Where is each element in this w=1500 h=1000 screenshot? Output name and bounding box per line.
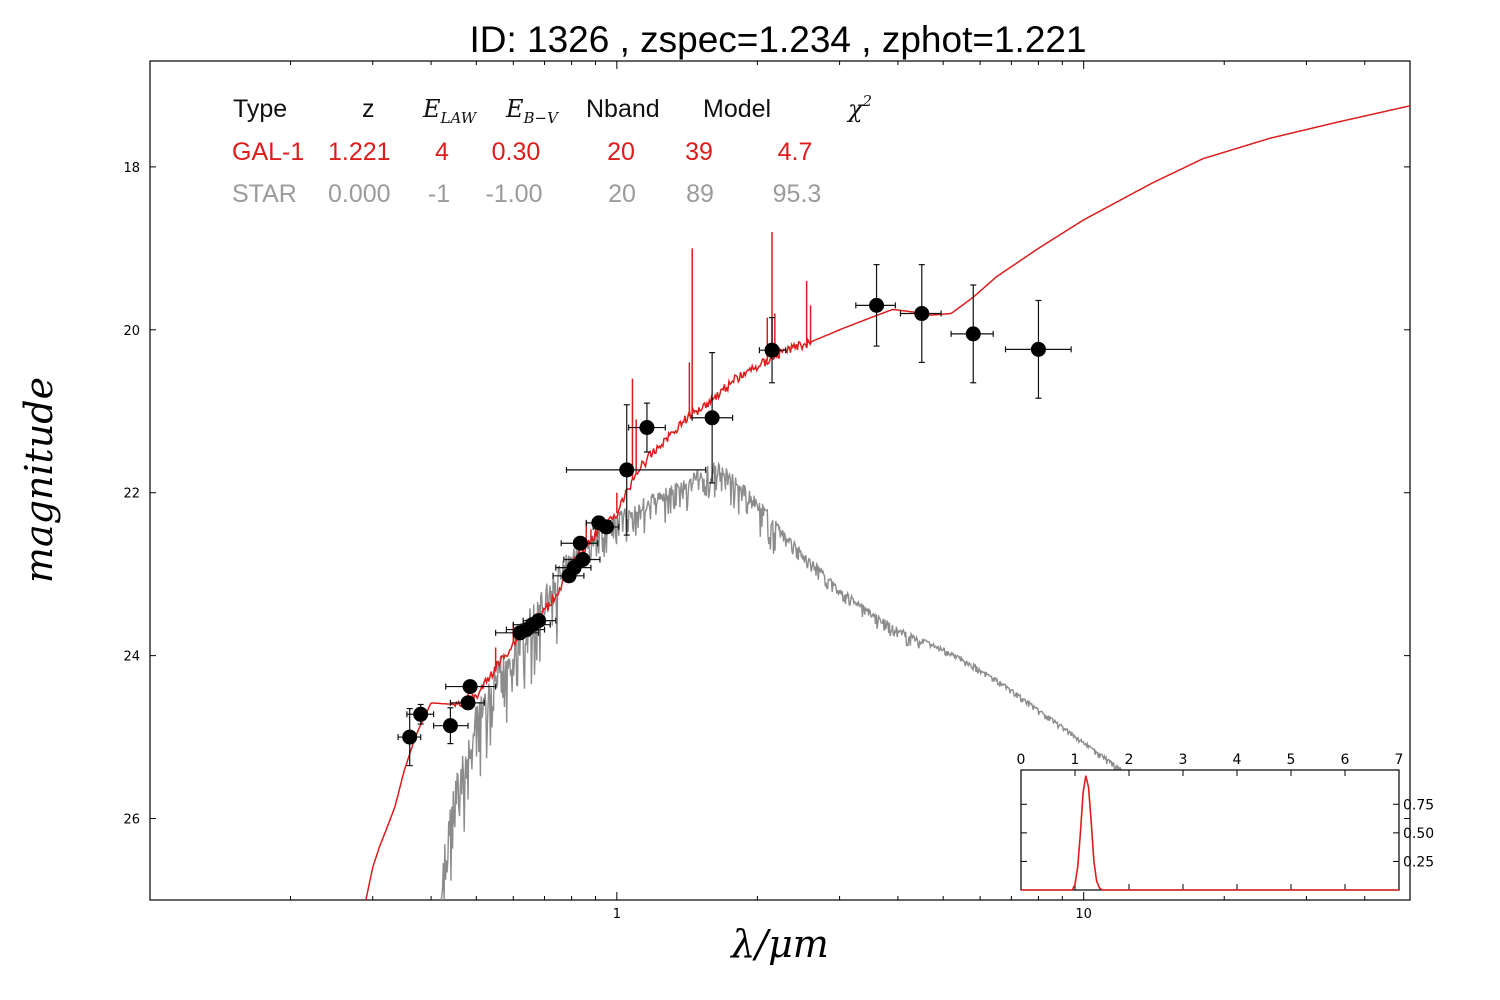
data-point — [965, 326, 981, 342]
photometry-point — [560, 535, 599, 551]
inset-x-tick-label: 1 — [1071, 752, 1080, 768]
row-e-law: -1 — [428, 180, 450, 208]
inset-y-tick-label: 0.75 — [1403, 797, 1434, 813]
data-point — [704, 410, 720, 426]
row-nband: 20 — [608, 180, 636, 208]
photometry-point — [397, 707, 422, 767]
x-axis-ticks: 1 10 — [290, 61, 1366, 922]
row-chi2: 4.7 — [778, 138, 813, 166]
row-e-bv: 0.30 — [492, 138, 541, 166]
y-tick-label: 20 — [123, 324, 140, 339]
row-nband: 20 — [607, 138, 635, 166]
pdz-inset: 0 1 2 3 4 5 6 7 0.25 0.50 0.75 — [1017, 752, 1434, 891]
row-type: GAL-1 — [232, 138, 304, 166]
table-row-star: STAR 0.000 -1 -1.00 20 89 95.3 — [232, 180, 821, 208]
row-z: 0.000 — [328, 180, 391, 208]
y-tick-label: 22 — [123, 487, 140, 502]
row-e-law: 4 — [435, 138, 449, 166]
data-point — [914, 306, 930, 322]
y-axis-label: magnitude — [17, 377, 61, 583]
header-model: Model — [703, 95, 771, 123]
inset-y-tick-label: 0.50 — [1403, 826, 1434, 842]
inset-x-tick-label: 4 — [1233, 752, 1242, 768]
plot-frame — [149, 60, 1411, 901]
inset-y-tick-label: 0.25 — [1403, 854, 1434, 870]
inset-x-tick-label: 6 — [1341, 752, 1350, 768]
figure-title: ID: 1326 , zspec=1.234 , zphot=1.221 — [469, 19, 1086, 60]
data-point — [1030, 341, 1046, 357]
data-point — [869, 297, 885, 313]
inset-y-ticks: 0.25 0.50 0.75 — [1021, 797, 1434, 870]
row-e-bv: -1.00 — [486, 180, 543, 208]
y-tick-label: 24 — [123, 650, 140, 665]
data-point — [619, 462, 635, 478]
header-type: Type — [233, 95, 287, 123]
inset-x-tick-label: 2 — [1125, 752, 1134, 768]
inset-x-tick-label: 0 — [1017, 752, 1026, 768]
data-point — [413, 706, 429, 722]
photometry-point — [758, 316, 787, 384]
photometry-point — [522, 613, 557, 629]
photometry-point — [899, 264, 942, 363]
data-point — [572, 535, 588, 551]
photometry-point — [406, 703, 435, 725]
photometry-point — [1004, 299, 1072, 399]
data-point — [442, 718, 458, 734]
photometry-point — [432, 707, 469, 745]
row-model: 39 — [685, 138, 713, 166]
pdz-line — [1021, 775, 1399, 891]
photometry-point — [449, 695, 485, 711]
y-tick-label: 26 — [123, 813, 140, 828]
table-row-galaxy: GAL-1 1.221 4 0.30 20 39 4.7 — [232, 138, 812, 166]
data-point — [402, 729, 418, 745]
photometry-point — [445, 679, 497, 695]
x-tick-label: 1 — [613, 907, 621, 922]
data-point — [639, 420, 655, 436]
photometry-point — [855, 264, 896, 347]
x-axis-label: λ/μm — [729, 922, 829, 966]
data-point — [460, 695, 476, 711]
data-point — [575, 552, 591, 568]
inset-x-tick-label: 3 — [1179, 752, 1188, 768]
header-e-law: ELAW — [422, 95, 478, 127]
photometry-point — [563, 552, 601, 568]
fit-summary-table: Type z ELAW EB−V Nband Model χ2 GAL-1 1.… — [232, 92, 872, 208]
row-z: 1.221 — [328, 138, 391, 166]
star-model-spectrum — [440, 461, 1138, 901]
header-e-bv: EB−V — [505, 95, 560, 127]
row-model: 89 — [686, 180, 714, 208]
row-chi2: 95.3 — [773, 180, 822, 208]
photometry-points-layer — [397, 264, 1072, 767]
photometry-point — [691, 352, 734, 484]
data-point — [531, 613, 547, 629]
data-point — [598, 519, 614, 535]
data-point — [462, 679, 478, 695]
inset-x-ticks: 0 1 2 3 4 5 6 7 — [1017, 752, 1404, 890]
data-point — [764, 342, 780, 358]
inset-x-tick-label: 5 — [1287, 752, 1296, 768]
photometry-point — [950, 284, 994, 384]
x-tick-label: 10 — [1075, 907, 1092, 922]
inset-pdz-curve — [1021, 775, 1399, 891]
y-tick-label: 18 — [123, 161, 140, 176]
photometry-point — [628, 402, 666, 453]
header-z: z — [362, 95, 375, 123]
header-chi2: χ2 — [846, 92, 872, 123]
photometry-point — [592, 519, 620, 535]
row-type: STAR — [232, 180, 297, 208]
inset-x-tick-label: 7 — [1395, 752, 1404, 768]
photometry-point — [565, 404, 707, 536]
header-nband: Nband — [586, 95, 660, 123]
